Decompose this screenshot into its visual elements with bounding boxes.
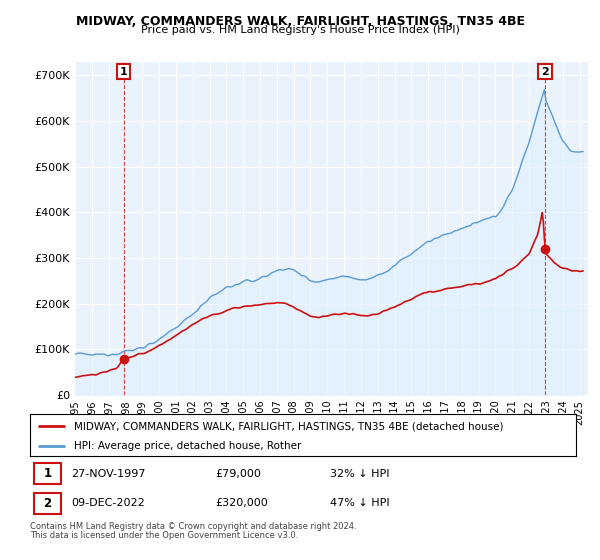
Text: 1: 1 [120,67,128,77]
Text: 2: 2 [43,497,52,510]
Text: £79,000: £79,000 [215,469,262,479]
Text: £320,000: £320,000 [215,498,268,508]
Text: 09-DEC-2022: 09-DEC-2022 [71,498,145,508]
Text: This data is licensed under the Open Government Licence v3.0.: This data is licensed under the Open Gov… [30,531,298,540]
FancyBboxPatch shape [34,463,61,484]
Text: MIDWAY, COMMANDERS WALK, FAIRLIGHT, HASTINGS, TN35 4BE: MIDWAY, COMMANDERS WALK, FAIRLIGHT, HAST… [76,15,524,27]
Text: HPI: Average price, detached house, Rother: HPI: Average price, detached house, Roth… [74,441,301,451]
Text: 1: 1 [43,468,52,480]
Text: 32% ↓ HPI: 32% ↓ HPI [331,469,390,479]
FancyBboxPatch shape [34,493,61,514]
Text: Price paid vs. HM Land Registry's House Price Index (HPI): Price paid vs. HM Land Registry's House … [140,25,460,35]
Text: Contains HM Land Registry data © Crown copyright and database right 2024.: Contains HM Land Registry data © Crown c… [30,522,356,531]
Text: MIDWAY, COMMANDERS WALK, FAIRLIGHT, HASTINGS, TN35 4BE (detached house): MIDWAY, COMMANDERS WALK, FAIRLIGHT, HAST… [74,421,503,431]
Text: 47% ↓ HPI: 47% ↓ HPI [331,498,390,508]
Text: 27-NOV-1997: 27-NOV-1997 [71,469,145,479]
Text: 2: 2 [541,67,549,77]
